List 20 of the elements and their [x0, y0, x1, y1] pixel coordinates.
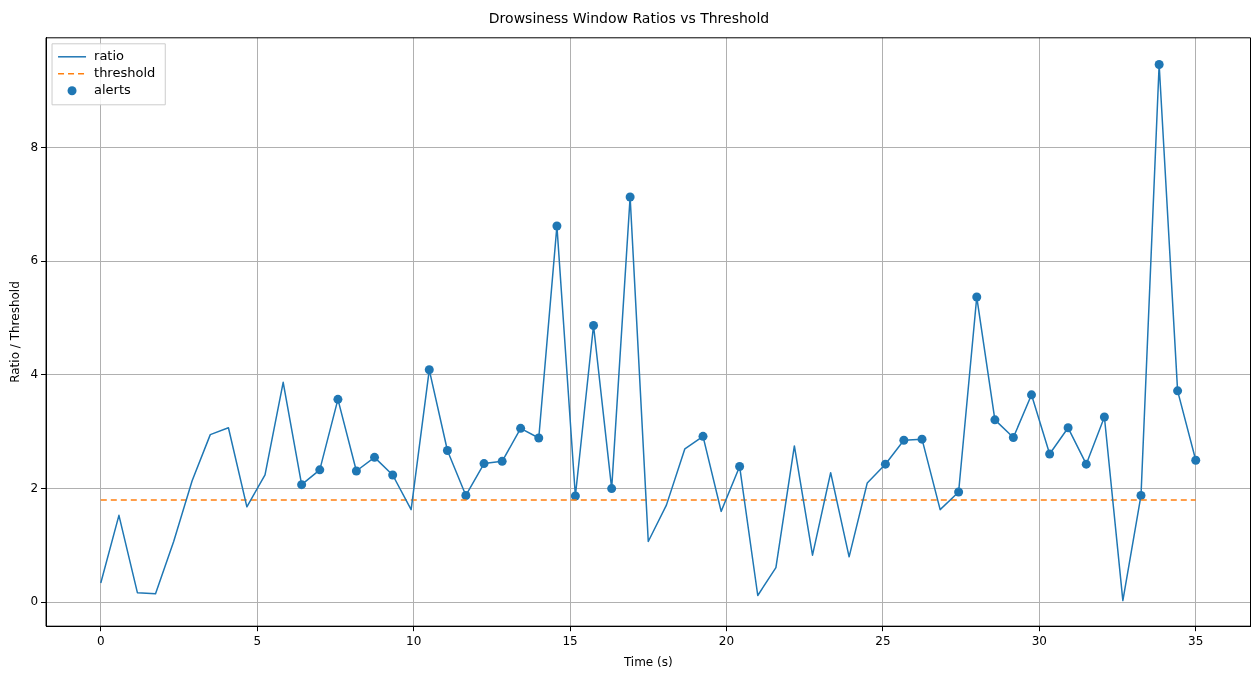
x-tick-label: 25 [875, 633, 891, 648]
y-tick-label: 2 [30, 480, 39, 495]
y-tick-label: 8 [30, 139, 39, 154]
x-tick-label: 20 [718, 633, 735, 648]
y-axis-title: Ratio / Threshold [8, 281, 23, 383]
y-tick-label: 4 [30, 367, 39, 382]
x-tick-label: 5 [253, 633, 262, 648]
point [1191, 455, 1201, 465]
y-tick-label: 0 [30, 594, 39, 609]
x-tick-label: 35 [1188, 633, 1204, 648]
chart-title: Drowsiness Window Ratios vs Threshold [488, 10, 770, 27]
x-axis-title: Time (s) [622, 654, 673, 669]
y-tick-label: 6 [30, 253, 39, 268]
legend-label: alerts [94, 82, 132, 98]
legend-label: threshold [94, 65, 156, 81]
x-tick-label: 15 [562, 633, 578, 648]
legend-label: ratio [94, 48, 125, 64]
x-tick-label: 10 [405, 633, 422, 648]
x-tick-label: 0 [96, 633, 105, 648]
x-tick-label: 30 [1031, 633, 1047, 648]
